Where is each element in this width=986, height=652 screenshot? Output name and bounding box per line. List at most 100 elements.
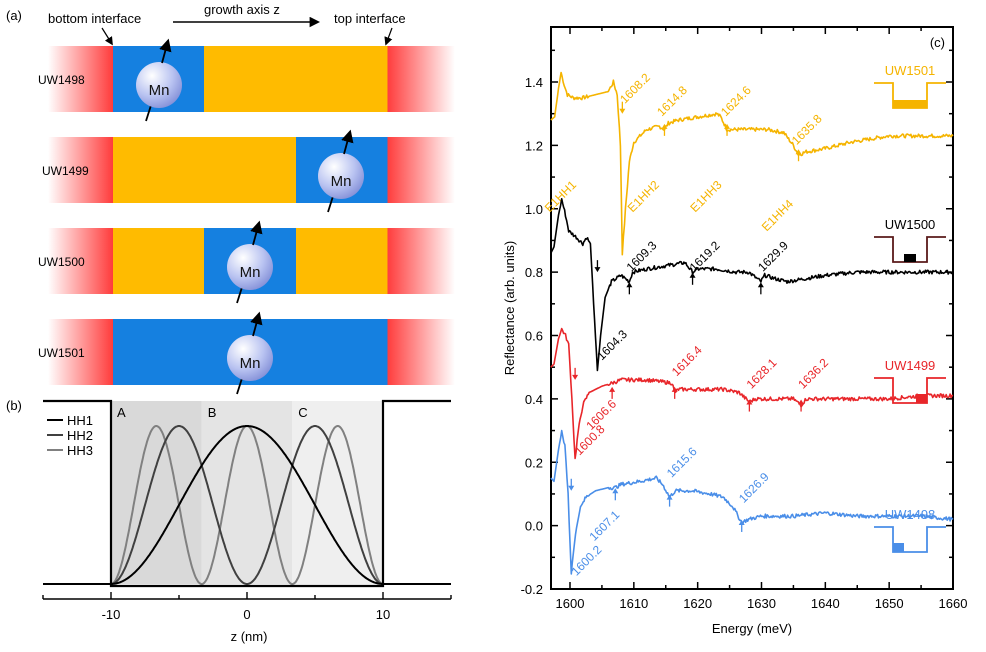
peak-energy-label: 1616.4 — [669, 343, 705, 379]
spectrum-line — [550, 198, 954, 372]
panel-b-xlabel: z (nm) — [231, 629, 268, 644]
well-segment — [296, 228, 388, 294]
peak-arrow-icon — [666, 494, 673, 500]
y-tick-label: 0.8 — [525, 265, 543, 280]
peak-arrow-icon — [689, 272, 696, 278]
transition-label: E1HH1 — [542, 178, 579, 215]
peak-arrow-icon — [757, 282, 764, 288]
sample-name: UW1501 — [38, 346, 85, 360]
inset-well-outline — [874, 377, 946, 404]
inset-well-outline — [874, 526, 946, 553]
panel-c: 1600 1610 1620 1630 1640 1650 1660 -0.2 0.0 0.2 0.… — [502, 26, 968, 636]
inset-uw1499: UW1499 — [874, 358, 946, 404]
spin-arrow-icon — [250, 220, 263, 246]
plot-frame — [550, 26, 954, 590]
mn-atom-icon — [136, 62, 182, 108]
peak-arrow-icon — [594, 267, 601, 273]
peak-arrow-icon — [619, 108, 626, 114]
inset-uw1501: UW1501 — [874, 63, 946, 109]
spin-arrow-icon — [159, 38, 172, 64]
transition-label: E1HH2 — [625, 178, 662, 215]
x-tick-label: 1600 — [556, 596, 585, 611]
peak-energy-label: 1635.8 — [789, 111, 825, 147]
y-tick-label: 1.2 — [525, 138, 543, 153]
peak-arrow-icon — [572, 374, 579, 380]
quantum-well-potential — [43, 399, 451, 588]
barrier-right — [387, 46, 455, 112]
x-tick-label: -10 — [102, 607, 121, 622]
y-tick-label: 0.0 — [525, 519, 543, 534]
transition-label: E1HH3 — [687, 178, 724, 215]
mn-label: Mn — [240, 355, 261, 372]
region-a — [111, 401, 202, 584]
barrier-right — [387, 137, 455, 203]
barrier-right — [387, 228, 455, 294]
legend-label: HH3 — [67, 443, 93, 458]
x-tick-label: 1620 — [683, 596, 712, 611]
region-label: B — [208, 405, 217, 420]
peak-arrow-icon — [612, 488, 619, 494]
peak-energy-label: 1628.1 — [744, 355, 780, 391]
panel-c-xlabel: Energy (meV) — [712, 621, 792, 636]
peak-arrow-icon — [609, 386, 616, 392]
barrier-left — [48, 46, 113, 112]
spin-arrow-icon — [341, 129, 354, 155]
y-tick-label: 1.0 — [525, 202, 543, 217]
top-interface-pointer — [384, 27, 393, 46]
peak-energy-label: 1626.9 — [736, 469, 772, 505]
peak-arrow-icon — [661, 123, 668, 129]
well-segment — [113, 228, 205, 294]
mn-label: Mn — [331, 173, 352, 190]
peak-arrow-icon — [724, 123, 731, 129]
y-tick-label: 0.2 — [525, 455, 543, 470]
peak-arrow-icon — [795, 149, 802, 155]
x-tick-label: 1640 — [811, 596, 840, 611]
sample-name: UW1499 — [42, 164, 89, 178]
peak-arrow-icon — [746, 399, 753, 405]
barrier-right — [387, 319, 455, 385]
spin-arrow-icon — [250, 311, 263, 337]
x-tick-label: 1660 — [939, 596, 968, 611]
well-segment — [204, 46, 297, 112]
mn-atom-icon — [318, 153, 364, 199]
growth-axis-label: growth axis z — [204, 2, 280, 17]
inset-uw1498: UW1498 — [874, 507, 946, 553]
inset-doping-block — [893, 543, 904, 552]
y-tick-label: 1.4 — [525, 75, 543, 90]
sample-row-uw1501: UW1501 Mn — [38, 311, 455, 395]
well-segment — [296, 46, 388, 112]
inset-sample-name: UW1501 — [885, 63, 936, 78]
inset-doping-block — [916, 394, 927, 403]
panel-c-ylabel: Reflectance (arb. units) — [502, 241, 517, 375]
inset-sample-name: UW1498 — [885, 507, 936, 522]
sample-row-uw1500: UW1500 Mn — [38, 220, 455, 304]
doped-segment — [113, 319, 205, 385]
legend-label: HH2 — [67, 428, 93, 443]
region-c — [292, 401, 383, 584]
well-segment — [204, 137, 297, 203]
inset-sample-name: UW1500 — [885, 217, 936, 232]
peak-arrow-icon — [798, 399, 805, 405]
y-tick-label: 0.6 — [525, 329, 543, 344]
panel-a-label: (a) — [6, 8, 22, 23]
sample-name: UW1500 — [38, 255, 85, 269]
x-tick-label: 0 — [243, 607, 250, 622]
panel-b-label: (b) — [6, 398, 22, 413]
region-label: A — [117, 405, 126, 420]
sample-name: UW1498 — [38, 73, 85, 87]
region-b — [201, 401, 293, 584]
peak-energy-label: 1607.1 — [586, 508, 622, 544]
barrier-left — [48, 319, 113, 385]
bottom-interface-pointer — [101, 27, 113, 46]
panel-a: (a) bottom interface growth axis z top i… — [6, 2, 455, 395]
spectrum-line — [550, 429, 954, 575]
x-tick-label: 1610 — [619, 596, 648, 611]
inset-sample-name: UW1499 — [885, 358, 936, 373]
top-interface-label: top interface — [334, 11, 406, 26]
spectrum-line — [550, 71, 954, 256]
peak-energy-label: 1608.2 — [617, 70, 653, 106]
y-tick-label: -0.2 — [521, 582, 543, 597]
